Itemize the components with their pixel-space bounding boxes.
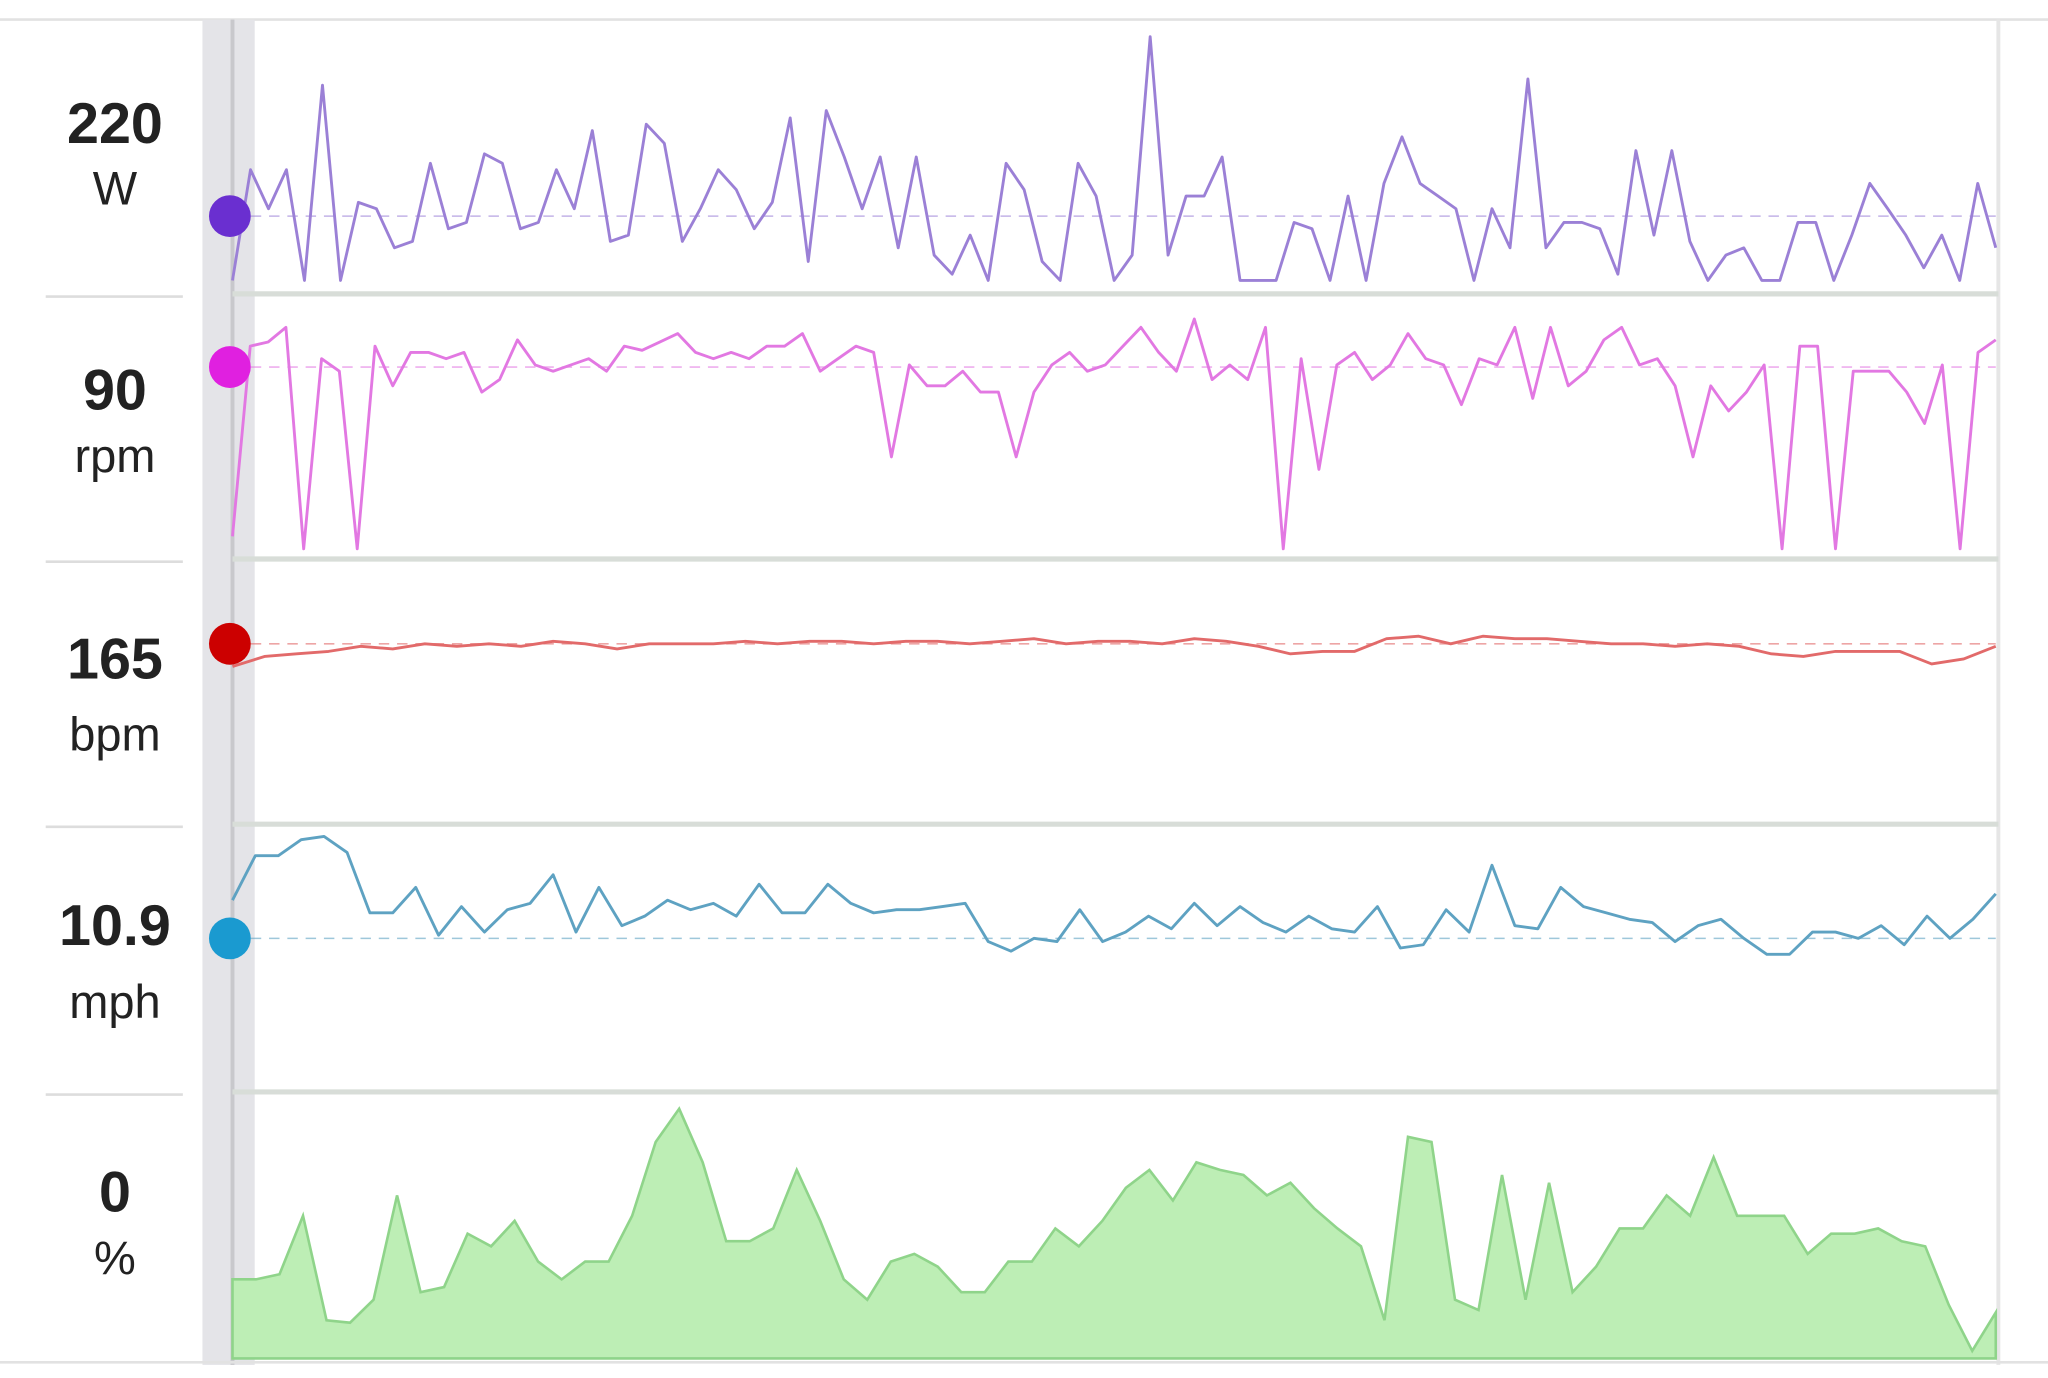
cursor-band [202,19,255,1365]
current-marker [208,622,251,665]
current-value: 165 [67,628,163,692]
current-value: 10.9 [59,894,171,958]
current-value: 90 [83,359,147,423]
metric-line [231,35,1998,282]
unit-label: mph [69,975,160,1028]
metric-line [232,634,1997,668]
unit-label: rpm [74,429,155,482]
metric-line [231,835,1997,956]
current-value: 0 [99,1161,131,1225]
current-marker [208,195,251,238]
current-marker [208,917,251,960]
metric-line [231,317,1997,551]
unit-label: bpm [69,707,160,760]
grade-area [231,1106,1998,1360]
unit-label: W [93,161,138,214]
unit-label: % [94,1231,136,1284]
current-value: 220 [67,92,163,156]
current-marker [208,346,251,388]
